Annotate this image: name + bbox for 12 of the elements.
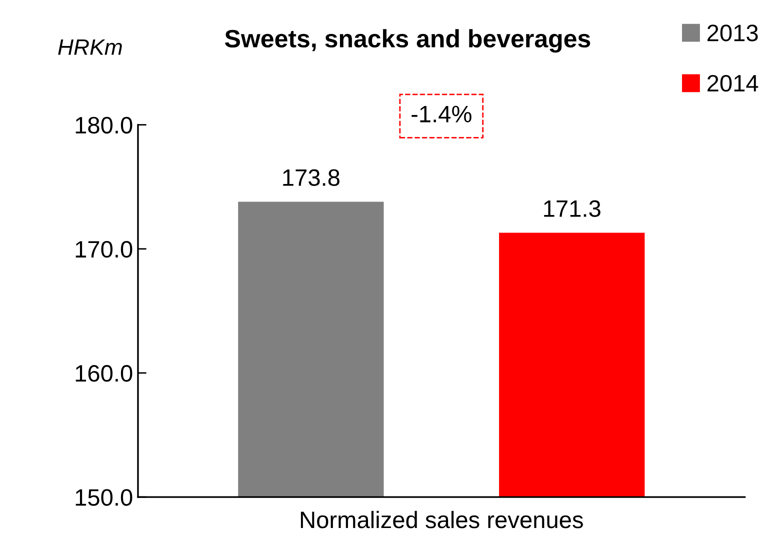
x-tick-label: Normalized sales revenues xyxy=(300,510,583,528)
data-label: 171.3 xyxy=(544,200,600,217)
y-tick-label: 160.0 xyxy=(76,365,132,382)
y-tick-label: 170.0 xyxy=(76,240,132,258)
text: -1.4% xyxy=(412,106,472,122)
chart-title: Sweets, snacks and beverages xyxy=(224,29,590,53)
y-tick-label: 180.0 xyxy=(76,116,132,134)
data-label: 173.8 xyxy=(283,169,340,186)
y-axis-title: HRKm xyxy=(58,40,122,55)
legend-label: 2013 xyxy=(708,24,758,42)
y-tick-label: 150.0 xyxy=(76,489,132,506)
legend-label: 2014 xyxy=(708,74,758,92)
